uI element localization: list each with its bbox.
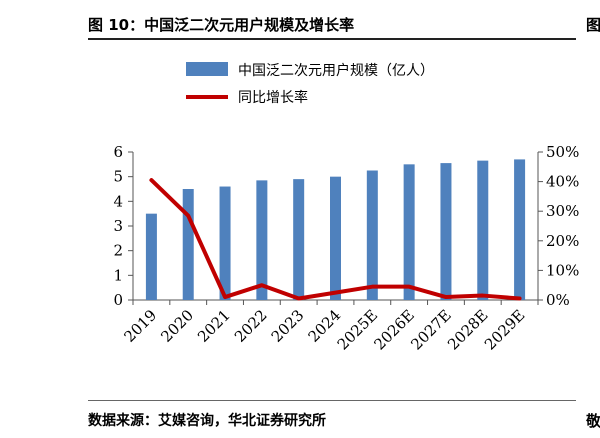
legend-line-label: 同比增长率 xyxy=(238,89,308,106)
bar-2025E xyxy=(366,170,378,300)
left-tick-label: 0 xyxy=(113,291,123,309)
bar-series xyxy=(145,159,526,300)
bar-2026E xyxy=(403,164,415,300)
left-tick-label: 6 xyxy=(113,143,123,161)
footer-cut-glyph: 敬 xyxy=(586,412,600,430)
right-tick-label: 10% xyxy=(546,261,579,279)
bar-2028E xyxy=(477,160,489,300)
bar-2022 xyxy=(256,180,268,300)
legend-bar-label: 中国泛二次元用户规模（亿人） xyxy=(238,62,434,79)
right-tick-label: 50% xyxy=(546,143,579,161)
right-tick-label: 0% xyxy=(546,291,570,309)
source-note: 数据来源：艾媒咨询，华北证券研究所 xyxy=(88,413,326,429)
right-tick-label: 20% xyxy=(546,232,579,250)
x-tick-label: 2022 xyxy=(231,306,271,346)
bar-2020 xyxy=(182,189,194,300)
left-tick-label: 5 xyxy=(113,168,123,186)
x-tick-label: 2020 xyxy=(157,306,197,346)
bar-2021 xyxy=(219,186,231,300)
right-tick-label: 40% xyxy=(546,173,579,191)
figure-title: 图 10：中国泛二次元用户规模及增长率 xyxy=(88,16,355,34)
left-tick-label: 4 xyxy=(113,192,123,210)
bar-2029E xyxy=(514,159,526,300)
bar-2027E xyxy=(440,163,452,300)
x-tick-label: 2027E xyxy=(407,306,454,353)
x-tick-label: 2021 xyxy=(194,306,234,346)
bar-2024 xyxy=(330,176,341,300)
legend-bar-swatch xyxy=(186,62,228,76)
left-tick-label: 3 xyxy=(113,217,123,235)
source-rule xyxy=(88,400,576,401)
x-tick-label: 2023 xyxy=(268,306,308,346)
next-figure-cut-glyph: 图 xyxy=(586,16,600,34)
bar-2023 xyxy=(293,179,305,300)
x-tick-label: 2026E xyxy=(371,306,418,353)
x-tick-label: 2025E xyxy=(334,306,381,353)
legend: 中国泛二次元用户规模（亿人） 同比增长率 xyxy=(186,62,434,106)
x-tick-label: 2019 xyxy=(121,306,161,346)
right-tick-label: 30% xyxy=(546,202,579,220)
bar-2019 xyxy=(145,213,157,300)
left-tick-label: 1 xyxy=(113,266,123,284)
title-underline xyxy=(88,38,576,40)
x-tick-label: 2029E xyxy=(481,306,528,353)
x-tick-label: 2028E xyxy=(444,306,491,353)
line-series xyxy=(149,178,522,301)
left-tick-label: 2 xyxy=(113,242,123,260)
